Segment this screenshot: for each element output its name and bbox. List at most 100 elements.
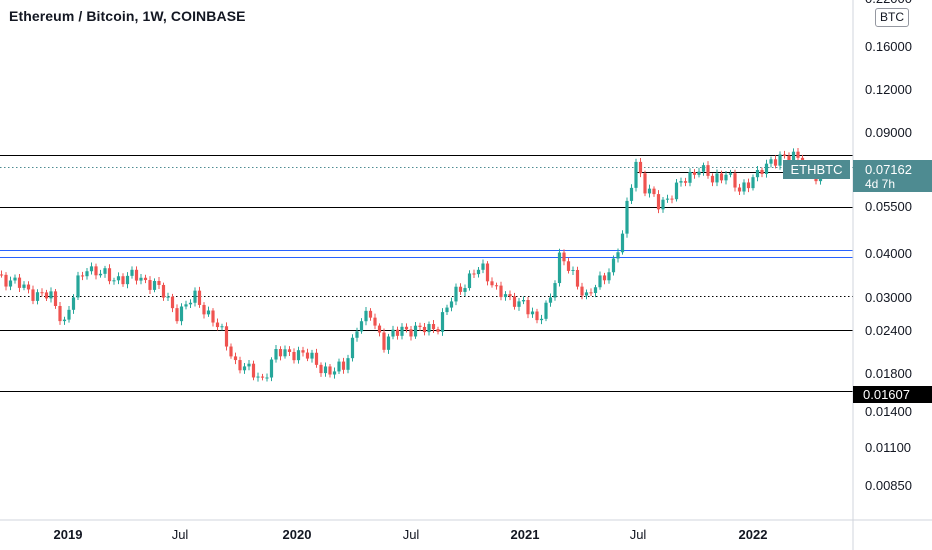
candle[interactable] — [440, 308, 445, 336]
candle[interactable] — [323, 362, 328, 377]
candle[interactable] — [467, 270, 472, 291]
candle[interactable] — [377, 323, 382, 337]
candle[interactable] — [769, 156, 773, 168]
candle[interactable] — [355, 327, 359, 342]
candle[interactable] — [710, 173, 715, 187]
candle[interactable] — [692, 169, 697, 179]
candle[interactable] — [44, 289, 49, 301]
candle[interactable] — [130, 266, 134, 279]
candle[interactable] — [733, 169, 737, 192]
candle[interactable] — [715, 169, 719, 187]
candle[interactable] — [332, 367, 337, 379]
candle[interactable] — [274, 345, 278, 363]
candle[interactable] — [215, 318, 220, 331]
candle[interactable] — [404, 323, 409, 333]
candle[interactable] — [436, 326, 440, 335]
candle[interactable] — [445, 304, 449, 316]
candle[interactable] — [562, 249, 566, 266]
candle[interactable] — [454, 283, 458, 306]
candle[interactable] — [508, 290, 512, 301]
candle[interactable] — [503, 291, 508, 301]
candle[interactable] — [193, 287, 197, 307]
candle[interactable] — [94, 263, 98, 280]
candle[interactable] — [197, 286, 202, 308]
candle[interactable] — [575, 266, 580, 290]
candle[interactable] — [413, 321, 418, 339]
candle[interactable] — [98, 269, 103, 278]
candle[interactable] — [260, 373, 265, 381]
candle[interactable] — [296, 346, 301, 364]
candle[interactable] — [544, 300, 548, 322]
candle[interactable] — [688, 168, 692, 187]
candle[interactable] — [13, 274, 17, 284]
candle[interactable] — [755, 165, 760, 182]
candle[interactable] — [40, 288, 44, 297]
candle[interactable] — [67, 306, 71, 323]
candle[interactable] — [607, 268, 611, 284]
candle[interactable] — [53, 288, 58, 309]
candle[interactable] — [116, 272, 121, 285]
candle[interactable] — [202, 302, 206, 319]
candle[interactable] — [112, 277, 116, 285]
candle[interactable] — [620, 230, 625, 255]
candle[interactable] — [310, 349, 314, 363]
candle[interactable] — [8, 276, 13, 291]
candle[interactable] — [305, 348, 310, 362]
candle[interactable] — [287, 346, 292, 356]
candle[interactable] — [539, 314, 544, 325]
candle[interactable] — [647, 184, 652, 198]
candle[interactable] — [71, 294, 76, 314]
candle[interactable] — [652, 186, 656, 197]
candle[interactable] — [229, 343, 233, 359]
candle[interactable] — [278, 346, 283, 361]
candle[interactable] — [530, 307, 535, 318]
candle[interactable] — [719, 170, 724, 184]
candle[interactable] — [395, 326, 400, 340]
candle[interactable] — [764, 159, 769, 178]
candle[interactable] — [593, 284, 598, 298]
candle[interactable] — [409, 326, 413, 341]
candle[interactable] — [472, 269, 476, 279]
candle[interactable] — [778, 151, 782, 170]
candle[interactable] — [697, 167, 701, 178]
candle[interactable] — [634, 158, 638, 192]
candle[interactable] — [49, 287, 53, 303]
candle[interactable] — [17, 273, 22, 292]
candle[interactable] — [638, 158, 643, 178]
candle[interactable] — [152, 278, 157, 293]
candle[interactable] — [386, 333, 391, 354]
candle[interactable] — [184, 300, 188, 310]
candle[interactable] — [625, 197, 629, 238]
candle[interactable] — [629, 184, 634, 205]
candle[interactable] — [701, 162, 706, 176]
candle[interactable] — [557, 248, 562, 287]
candle[interactable] — [103, 265, 107, 278]
candle[interactable] — [512, 292, 517, 310]
candle[interactable] — [359, 318, 364, 334]
candle[interactable] — [566, 257, 571, 274]
candle[interactable] — [431, 320, 436, 334]
candle[interactable] — [179, 303, 184, 326]
candle[interactable] — [373, 313, 377, 330]
candle[interactable] — [121, 273, 125, 287]
candle[interactable] — [796, 147, 800, 161]
candle[interactable] — [301, 346, 305, 357]
candle[interactable] — [220, 323, 224, 331]
candle[interactable] — [427, 321, 431, 336]
candle[interactable] — [89, 262, 94, 275]
candle[interactable] — [328, 363, 332, 378]
candle[interactable] — [598, 271, 602, 290]
candle[interactable] — [746, 178, 751, 193]
candle[interactable] — [134, 266, 139, 285]
candle[interactable] — [76, 271, 80, 300]
candle[interactable] — [499, 281, 503, 301]
candle[interactable] — [350, 334, 355, 362]
candle[interactable] — [494, 282, 499, 290]
candle[interactable] — [706, 161, 710, 179]
candle[interactable] — [206, 306, 211, 317]
candle[interactable] — [58, 302, 62, 325]
candle[interactable] — [62, 316, 67, 325]
candle[interactable] — [283, 345, 287, 359]
candle[interactable] — [683, 177, 688, 187]
